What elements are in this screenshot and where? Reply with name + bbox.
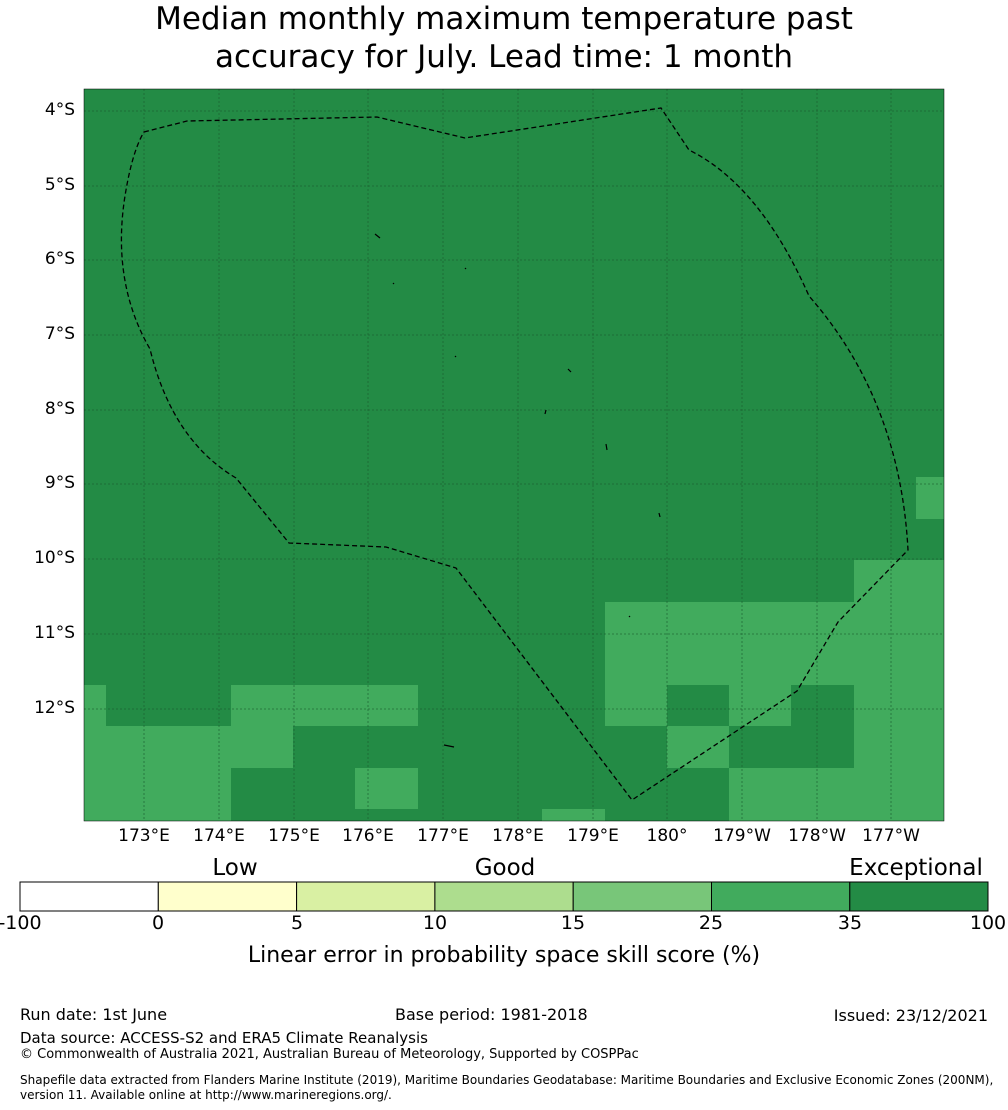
colorbar-tick: -100 xyxy=(0,912,42,934)
good-cells xyxy=(84,477,944,821)
map-frame xyxy=(83,88,945,822)
colorbar-segment xyxy=(434,881,574,912)
island xyxy=(454,355,457,358)
run-date: Run date: 1st June xyxy=(20,1005,168,1024)
cell xyxy=(84,685,106,726)
colorbar-segment xyxy=(157,881,298,912)
cell xyxy=(854,560,944,602)
cell xyxy=(916,477,944,519)
lon-label: 179°E xyxy=(567,826,619,846)
cell xyxy=(542,809,605,821)
colorbar-category-good: Good xyxy=(474,855,536,881)
lon-label: 180° xyxy=(646,826,688,846)
issued-date: Issued: 23/12/2021 xyxy=(833,1006,988,1025)
lon-label: 174°E xyxy=(193,826,245,846)
base-period: Base period: 1981-2018 xyxy=(395,1005,588,1024)
eez-boundary xyxy=(120,107,909,801)
cell xyxy=(729,768,854,821)
lat-label: 9°S xyxy=(44,473,75,493)
lat-label: 10°S xyxy=(34,548,75,568)
lon-label: 179°W xyxy=(713,826,771,846)
island xyxy=(374,233,381,239)
shapefile-credit: Shapefile data extracted from Flanders M… xyxy=(20,1073,1008,1103)
colorbar-tick: 0 xyxy=(151,912,165,934)
colorbar-tick: 35 xyxy=(837,912,863,934)
lon-label: 175°E xyxy=(268,826,320,846)
colorbar-category-exceptional: Exceptional xyxy=(849,855,983,881)
cell xyxy=(854,685,944,821)
island xyxy=(443,744,455,748)
title-line-1: Median monthly maximum temperature past xyxy=(155,1,853,37)
title-line-2: accuracy for July. Lead time: 1 month xyxy=(214,39,794,75)
island xyxy=(658,512,661,518)
cell xyxy=(667,726,729,768)
colorbar-segment xyxy=(296,881,436,912)
lat-label: 5°S xyxy=(44,175,75,195)
cell xyxy=(84,726,293,768)
lon-label: 178°E xyxy=(492,826,544,846)
colorbar-tick: 100 xyxy=(969,912,1007,934)
data-source: Data source: ACCESS-S2 and ERA5 Climate … xyxy=(20,1029,428,1047)
colorbar-tick: 5 xyxy=(290,912,304,934)
colorbar-tick: 25 xyxy=(698,912,724,934)
colorbar xyxy=(19,881,989,912)
gridlines xyxy=(84,89,944,821)
colorbar-tick: 10 xyxy=(422,912,448,934)
chart-title: Median monthly maximum temperature past … xyxy=(0,0,1008,76)
lon-label: 177°W xyxy=(862,826,920,846)
cell xyxy=(605,685,667,726)
lon-label: 178°W xyxy=(788,826,846,846)
colorbar-segment xyxy=(849,881,989,912)
lat-label: 4°S xyxy=(44,100,75,120)
colorbar-tick: 15 xyxy=(560,912,586,934)
lat-label: 12°S xyxy=(34,698,75,718)
lat-label: 6°S xyxy=(44,249,75,269)
shapefile-credit-line-1: Shapefile data extracted from Flanders M… xyxy=(20,1073,994,1087)
lon-label: 176°E xyxy=(342,826,394,846)
lat-label: 7°S xyxy=(44,324,75,344)
island xyxy=(464,267,467,270)
cell xyxy=(84,768,231,821)
cell xyxy=(355,768,418,809)
lon-label: 177°E xyxy=(417,826,469,846)
island xyxy=(544,409,547,415)
island xyxy=(392,282,395,285)
map-background xyxy=(84,89,944,821)
cell xyxy=(729,685,791,726)
lat-label: 11°S xyxy=(34,623,75,643)
cell xyxy=(231,685,418,726)
island xyxy=(605,443,608,451)
lon-label: 173°E xyxy=(118,826,170,846)
cell xyxy=(605,602,944,685)
copyright: © Commonwealth of Australia 2021, Austra… xyxy=(20,1047,639,1062)
island xyxy=(567,368,572,373)
island xyxy=(628,615,631,618)
colorbar-category-low: Low xyxy=(212,855,258,881)
colorbar-segment xyxy=(19,881,159,912)
colorbar-segment xyxy=(572,881,713,912)
colorbar-segment xyxy=(711,881,851,912)
lat-label: 8°S xyxy=(44,399,75,419)
islands xyxy=(374,233,661,748)
colorbar-label: Linear error in probability space skill … xyxy=(247,943,761,968)
shapefile-credit-line-2: version 11. Available online at http://w… xyxy=(20,1088,392,1102)
